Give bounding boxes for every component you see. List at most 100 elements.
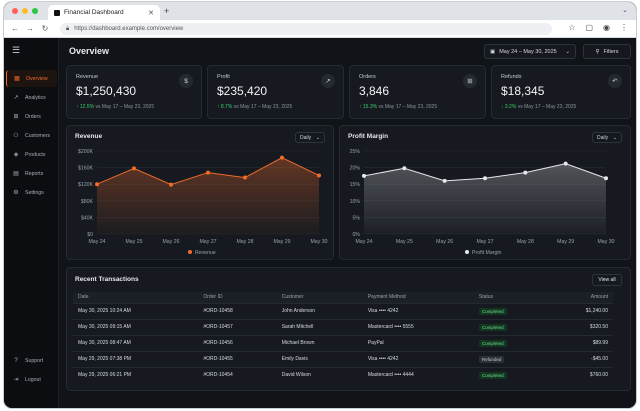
customer-cell: Sarah Mitchell: [276, 318, 363, 335]
table-row[interactable]: May 29, 2025 07:38 PM #ORD-10455 Emily Dav…: [73, 350, 613, 367]
revenue-chart: $0 $40K $80K $120K $160K $200K May 24 May 25 May…: [78, 149, 328, 256]
table-row[interactable]: May 30, 2025 09:15 AM #ORD-10457 Sarah Mit…: [73, 318, 613, 335]
calendar-icon: ▣: [490, 48, 496, 55]
margin-period-dropdown[interactable]: Daily ⌄: [592, 132, 622, 143]
hamburger-menu-icon[interactable]: ☰: [12, 45, 21, 55]
method-cell: Visa •••• 4242: [362, 302, 474, 319]
y-tick-label: $120K: [78, 182, 94, 188]
column-header[interactable]: Date: [78, 294, 89, 301]
logout-icon: ⇥: [13, 377, 19, 383]
sidebar-item-overview[interactable]: ▦ Overview: [6, 70, 57, 87]
x-tick-label: May 29: [557, 239, 574, 245]
browser-tab[interactable]: Financial Dashboard ✕: [48, 5, 160, 20]
column-header[interactable]: Status: [478, 294, 494, 301]
kpi-value: $235,420: [217, 84, 268, 98]
tab-list-chevron-icon[interactable]: ⌄: [622, 7, 628, 14]
filter-icon: ⚲: [595, 48, 600, 55]
order-cell: #ORD-10458: [198, 302, 277, 319]
sidebar-item-customers[interactable]: ⚇ Customers: [6, 127, 57, 144]
sidebar-item-label: Orders: [25, 113, 41, 120]
x-tick-label: May 30: [310, 239, 327, 245]
menu-kebab-icon[interactable]: ⋮: [620, 23, 628, 32]
close-tab-icon[interactable]: ✕: [148, 9, 154, 17]
sidebar-item-settings[interactable]: ⚙ Settings: [6, 184, 57, 201]
table-header-row: Date Order ID Customer Payment Method St…: [73, 292, 613, 303]
method-cell: Visa •••• 4242: [362, 350, 474, 367]
forward-icon[interactable]: →: [26, 24, 34, 33]
grid-icon: ▦: [14, 76, 20, 82]
transactions-title: Recent Transactions: [75, 276, 139, 283]
x-tick-label: May 25: [125, 239, 142, 245]
new-tab-icon[interactable]: +: [164, 6, 170, 16]
kpi-delta-value: 15.3%: [362, 104, 378, 110]
profit-margin-chart: 0% 5% 10% 15% 20% 25% May 24 May 25 May 26 May 27…: [350, 149, 615, 256]
column-header[interactable]: Payment Method: [367, 294, 406, 301]
revenue-period-dropdown[interactable]: Daily ⌄: [295, 132, 325, 143]
sidebar-item-support[interactable]: ? Support: [6, 352, 57, 369]
recent-transactions-card: Recent Transactions View all Date Order …: [66, 267, 631, 391]
sidebar-item-label: Settings: [25, 189, 44, 196]
dollar-icon: $: [179, 74, 193, 88]
y-tick-label: $0: [87, 232, 93, 238]
kpi-value: $1,250,430: [76, 84, 137, 98]
url-bar[interactable]: 🔒︎ https://dashboard.example.com/overvie…: [60, 23, 552, 35]
view-all-button[interactable]: View all: [592, 274, 622, 286]
y-tick-label: $80K: [81, 199, 94, 205]
close-window-button[interactable]: [12, 8, 18, 14]
y-tick-label: 15%: [350, 182, 361, 188]
sidebar-item-label: Support: [25, 357, 44, 364]
y-tick-label: $160K: [78, 166, 94, 172]
kpi-value: $18,345: [501, 84, 545, 98]
tab-title: Financial Dashboard: [64, 9, 124, 16]
column-header[interactable]: Order ID: [203, 294, 223, 301]
column-header[interactable]: Customer: [281, 294, 304, 301]
sidebar-item-orders[interactable]: ⊞ Orders: [6, 108, 57, 125]
file-icon: ▤: [13, 171, 19, 177]
customer-cell: Emily Davis: [276, 350, 363, 367]
sidebar-item-label: Analytics: [25, 94, 46, 101]
sidebar-item-products[interactable]: ◈ Products: [6, 146, 57, 163]
trend-up-icon: ↗: [321, 74, 335, 88]
x-tick-label: May 26: [436, 239, 453, 245]
sidebar-item-analytics[interactable]: ↗ Analytics: [6, 89, 57, 106]
arrow-down-icon: ↓: [501, 104, 505, 110]
date-cell: May 30, 2025 08:47 AM: [73, 334, 199, 351]
table-row[interactable]: May 30, 2025 10:24 AM #ORD-10458 John Ande…: [73, 302, 613, 319]
amount-cell: $89.99: [548, 334, 613, 351]
minimize-window-button[interactable]: [22, 8, 28, 14]
data-point: [95, 182, 99, 187]
back-icon[interactable]: ←: [11, 24, 19, 33]
column-header[interactable]: Amount: [590, 294, 608, 301]
chevron-down-icon: ⌄: [565, 48, 570, 55]
bookmark-star-icon[interactable]: ☆: [568, 23, 576, 32]
order-cell: #ORD-10455: [198, 350, 277, 367]
table-row[interactable]: May 29, 2025 06:21 PM #ORD-10454 David Wil…: [73, 366, 613, 383]
order-cell: #ORD-10457: [198, 318, 277, 335]
x-tick-label: May 26: [162, 239, 179, 245]
arrow-up-icon: ↑: [359, 104, 363, 110]
status-cell: Completed: [473, 334, 549, 351]
filters-button[interactable]: ⚲ Filters: [583, 44, 631, 59]
arrow-up-icon: ↑: [76, 104, 80, 110]
sidebar-item-reports[interactable]: ▤ Reports: [6, 165, 57, 182]
main-content: Overview ▣ May 24 – May 30, 2025 ⌄ ⚲ Fil…: [59, 38, 636, 408]
trend-icon: ↗: [13, 95, 19, 101]
users-icon: ⚇: [13, 133, 19, 139]
sidebar-item-logout[interactable]: ⇥ Logout: [6, 371, 57, 388]
table-row[interactable]: May 30, 2025 08:47 AM #ORD-10456 Michael B…: [73, 334, 613, 351]
amount-cell: $1,240.00: [548, 302, 613, 319]
date-cell: May 30, 2025 10:24 AM: [73, 302, 199, 319]
date-range-button[interactable]: ▣ May 24 – May 30, 2025 ⌄: [484, 44, 576, 59]
x-tick-label: May 28: [517, 239, 534, 245]
status-badge: Refunded: [478, 355, 505, 363]
sidebar-toggle-icon[interactable]: ▢: [585, 23, 594, 32]
maximize-window-button[interactable]: [32, 8, 38, 14]
order-cell: #ORD-10456: [198, 334, 277, 351]
kpi-delta-value: 8.7%: [220, 104, 233, 110]
reload-icon[interactable]: ↻: [41, 24, 49, 33]
profile-icon[interactable]: ◉: [603, 23, 610, 32]
arrow-up-icon: ↑: [217, 104, 221, 110]
status-cell: Completed: [473, 366, 549, 383]
data-point: [483, 176, 487, 181]
kpi-compare: vs May 17 – May 23, 2025: [378, 104, 438, 110]
